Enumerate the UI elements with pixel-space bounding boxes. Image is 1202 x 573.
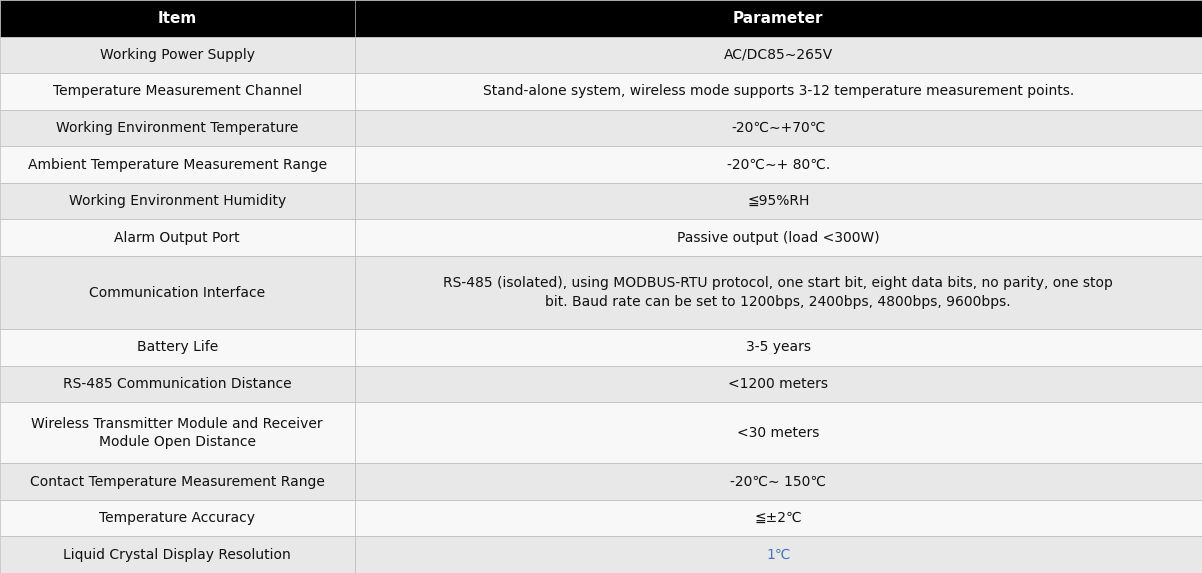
Bar [355, 183, 1202, 219]
Bar [0, 219, 355, 256]
Bar [355, 109, 1202, 146]
Bar [0, 183, 355, 219]
Bar [0, 146, 355, 183]
Text: Ambient Temperature Measurement Range: Ambient Temperature Measurement Range [28, 158, 327, 171]
Text: ≦95%RH: ≦95%RH [748, 194, 809, 208]
Bar [355, 402, 1202, 464]
Text: -20℃∼+70℃: -20℃∼+70℃ [731, 121, 826, 135]
Bar [355, 37, 1202, 73]
Bar [0, 402, 355, 464]
Bar [0, 109, 355, 146]
Text: Liquid Crystal Display Resolution: Liquid Crystal Display Resolution [64, 548, 291, 562]
Text: Working Power Supply: Working Power Supply [100, 48, 255, 62]
Bar [0, 329, 355, 366]
Text: -20℃∼ 150℃: -20℃∼ 150℃ [731, 474, 826, 489]
Bar [355, 536, 1202, 573]
Text: ≦±2℃: ≦±2℃ [755, 511, 802, 525]
Bar [0, 73, 355, 109]
Bar [355, 366, 1202, 402]
Bar [0, 366, 355, 402]
Text: Battery Life: Battery Life [137, 340, 218, 355]
Bar [355, 219, 1202, 256]
Bar [0, 256, 355, 329]
Text: Communication Interface: Communication Interface [89, 285, 266, 300]
Bar [0, 536, 355, 573]
Text: 3-5 years: 3-5 years [745, 340, 811, 355]
Text: -20℃∼+ 80℃.: -20℃∼+ 80℃. [727, 158, 829, 171]
Text: Wireless Transmitter Module and Receiver
Module Open Distance: Wireless Transmitter Module and Receiver… [31, 417, 323, 449]
Text: Stand-alone system, wireless mode supports 3-12 temperature measurement points.: Stand-alone system, wireless mode suppor… [483, 84, 1073, 99]
Bar [355, 329, 1202, 366]
Text: Working Environment Humidity: Working Environment Humidity [69, 194, 286, 208]
Text: RS-485 (isolated), using MODBUS-RTU protocol, one start bit, eight data bits, no: RS-485 (isolated), using MODBUS-RTU prot… [444, 276, 1113, 309]
Text: Passive output (load <300W): Passive output (load <300W) [677, 231, 880, 245]
Bar [355, 146, 1202, 183]
Text: Item: Item [157, 11, 197, 26]
Bar [355, 500, 1202, 536]
Bar [0, 0, 1202, 37]
Bar [0, 464, 355, 500]
Text: Contact Temperature Measurement Range: Contact Temperature Measurement Range [30, 474, 325, 489]
Bar [355, 464, 1202, 500]
Text: <30 meters: <30 meters [737, 426, 820, 440]
Bar [0, 37, 355, 73]
Text: Temperature Accuracy: Temperature Accuracy [100, 511, 255, 525]
Text: Alarm Output Port: Alarm Output Port [114, 231, 240, 245]
Text: Working Environment Temperature: Working Environment Temperature [56, 121, 298, 135]
Text: <1200 meters: <1200 meters [728, 377, 828, 391]
Text: RS-485 Communication Distance: RS-485 Communication Distance [63, 377, 292, 391]
Text: Temperature Measurement Channel: Temperature Measurement Channel [53, 84, 302, 99]
Text: AC/DC85∼265V: AC/DC85∼265V [724, 48, 833, 62]
Bar [355, 256, 1202, 329]
Text: Parameter: Parameter [733, 11, 823, 26]
Bar [0, 500, 355, 536]
Text: 1℃: 1℃ [766, 548, 791, 562]
Bar [355, 73, 1202, 109]
